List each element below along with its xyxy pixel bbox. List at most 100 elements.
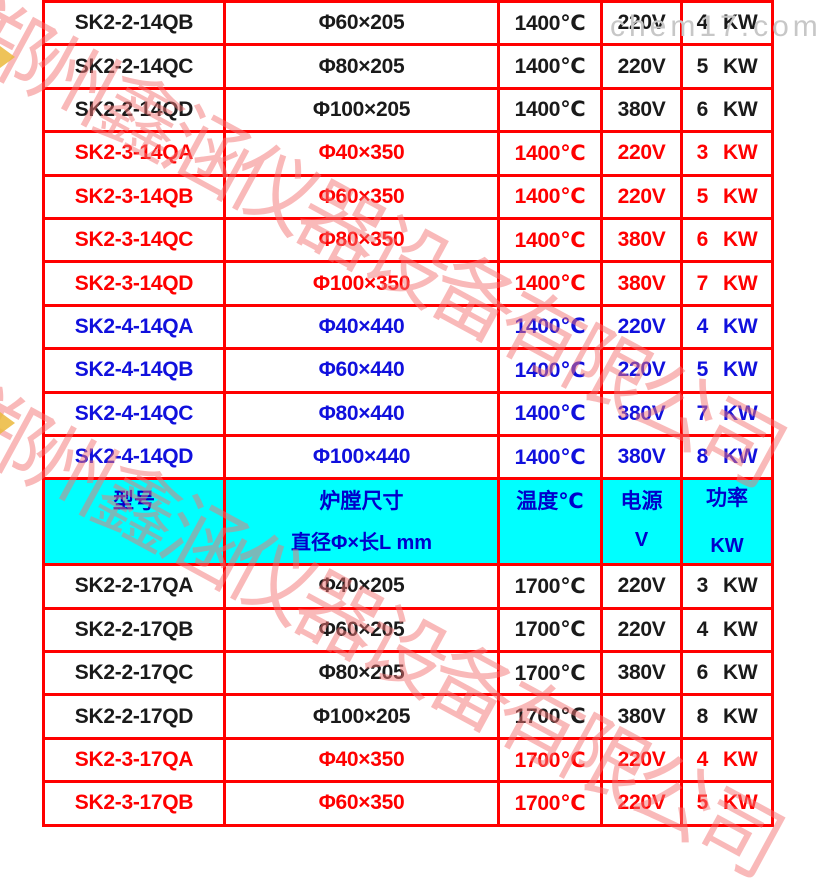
cell-power: 3 KW [680, 566, 771, 607]
cell-voltage: 220V [600, 176, 680, 217]
power-value: 6 [696, 97, 709, 121]
cell-temp: 1700℃ [497, 783, 600, 824]
cell-size: Φ60×440 [223, 350, 497, 391]
table-row: SK2-4-14QB Φ60×440 1400℃ 220V 5 KW [45, 350, 771, 394]
cell-size: Φ60×350 [223, 176, 497, 217]
cell-temp: 1400℃ [497, 393, 600, 434]
power-unit: KW [723, 704, 758, 728]
power-unit: KW [723, 574, 758, 598]
cell-power: 5 KW [680, 176, 771, 217]
power-unit: KW [723, 11, 758, 35]
cell-voltage: 220V [600, 46, 680, 87]
power-value: 7 [696, 271, 709, 295]
power-unit: KW [723, 791, 758, 815]
power-value: 4 [696, 314, 709, 338]
cell-temp: 1400℃ [497, 89, 600, 131]
table-row: SK2-3-17QB Φ60×350 1700℃ 220V 5 KW [45, 783, 771, 824]
cell-temp: 1700℃ [497, 609, 600, 651]
table-row: SK2-2-17QB Φ60×205 1700℃ 220V 4 KW [45, 609, 771, 654]
cell-size: Φ80×205 [223, 46, 497, 87]
cell-size: Φ40×350 [223, 133, 497, 174]
header-size: 炉膛尺寸 直径Φ×长L mm [223, 480, 497, 564]
cell-power: 5 KW [680, 350, 771, 391]
cell-power: 5 KW [680, 783, 771, 824]
cell-temp: 1400℃ [497, 219, 600, 261]
power-value: 6 [696, 661, 709, 685]
cell-voltage: 380V [600, 653, 680, 694]
cell-voltage: 220V [600, 566, 680, 607]
cell-power: 4 KW [680, 609, 771, 651]
power-value: 3 [696, 141, 709, 165]
table-section-1700: SK2-2-17QA Φ40×205 1700℃ 220V 3 KW SK2-2… [45, 566, 771, 824]
cell-size: Φ60×205 [223, 3, 497, 44]
cell-temp: 1400℃ [497, 306, 600, 348]
cell-temp: 1400℃ [497, 436, 600, 478]
header-voltage: 电源 V [600, 480, 680, 564]
cell-model: SK2-3-14QA [74, 141, 194, 165]
table-row: SK2-4-14QD Φ100×440 1400℃ 380V 8 KW [45, 436, 771, 481]
power-value: 6 [696, 228, 709, 252]
table-row: SK2-2-14QD Φ100×205 1400℃ 380V 6 KW [45, 89, 771, 134]
table-row: SK2-2-17QC Φ80×205 1700℃ 380V 6 KW [45, 653, 771, 697]
furnace-spec-table: SK2-2-14QB Φ60×205 1400℃ 220V 4 KW SK2-2… [42, 0, 774, 827]
table-row: SK2-4-14QA Φ40×440 1400℃ 220V 4 KW [45, 306, 771, 351]
cell-size: Φ40×350 [223, 739, 497, 781]
cell-temp: 1700℃ [497, 739, 600, 781]
table-row: SK2-2-14QB Φ60×205 1400℃ 220V 4 KW [45, 3, 771, 47]
cell-size: Φ80×205 [223, 653, 497, 694]
cell-model: SK2-3-14QD [74, 271, 194, 295]
cell-model: SK2-4-14QA [74, 314, 194, 338]
cell-power: 5 KW [680, 46, 771, 87]
cell-voltage: 220V [600, 739, 680, 781]
cell-power: 8 KW [680, 436, 771, 478]
watermark-flag-icon [0, 46, 15, 68]
power-value: 3 [696, 574, 709, 598]
power-value: 5 [696, 358, 709, 382]
header-voltage-sub: V [634, 528, 649, 551]
cell-size: Φ100×205 [223, 696, 497, 737]
cell-model: SK2-2-17QA [74, 574, 194, 598]
power-value: 7 [696, 401, 709, 425]
power-unit: KW [723, 748, 758, 772]
cell-voltage: 380V [600, 696, 680, 737]
cell-size: Φ80×350 [223, 219, 497, 261]
cell-size: Φ100×350 [223, 263, 497, 304]
cell-model: SK2-2-14QD [74, 97, 194, 121]
cell-power: 4 KW [680, 306, 771, 348]
cell-model: SK2-4-14QC [74, 401, 194, 425]
power-unit: KW [723, 97, 758, 121]
cell-temp: 1700℃ [497, 653, 600, 694]
cell-model: SK2-2-14QB [74, 11, 194, 35]
cell-voltage: 220V [600, 609, 680, 651]
table-row: SK2-3-14QC Φ80×350 1400℃ 380V 6 KW [45, 219, 771, 264]
cell-model: SK2-4-14QB [74, 358, 194, 382]
cell-voltage: 220V [600, 783, 680, 824]
header-temp-label: 温度℃ [516, 490, 584, 514]
power-value: 8 [696, 704, 709, 728]
power-unit: KW [723, 661, 758, 685]
cell-power: 4 KW [680, 3, 771, 44]
cell-temp: 1400℃ [497, 133, 600, 174]
cell-power: 6 KW [680, 89, 771, 131]
power-unit: KW [723, 445, 758, 469]
power-unit: KW [723, 617, 758, 641]
cell-temp: 1700℃ [497, 566, 600, 607]
cell-model: SK2-2-14QC [74, 54, 194, 78]
power-value: 5 [696, 791, 709, 815]
cell-size: Φ100×440 [223, 436, 497, 478]
header-voltage-label: 电源 [620, 490, 663, 514]
header-power-label: 功率 [706, 487, 748, 511]
cell-power: 6 KW [680, 219, 771, 261]
table-section-1400: SK2-2-14QB Φ60×205 1400℃ 220V 4 KW SK2-2… [45, 3, 771, 481]
cell-temp: 1400℃ [497, 176, 600, 217]
cell-voltage: 220V [600, 350, 680, 391]
power-value: 4 [696, 11, 709, 35]
power-unit: KW [723, 54, 758, 78]
cell-voltage: 380V [600, 219, 680, 261]
table-header-row: 型号 炉膛尺寸 直径Φ×长L mm 温度℃ 电源 V 功率 KW [45, 480, 771, 567]
header-size-label: 炉膛尺寸 [319, 490, 404, 514]
power-unit: KW [723, 228, 758, 252]
table-row: SK2-4-14QC Φ80×440 1400℃ 380V 7 KW [45, 393, 771, 437]
header-model-label: 型号 [113, 490, 155, 514]
